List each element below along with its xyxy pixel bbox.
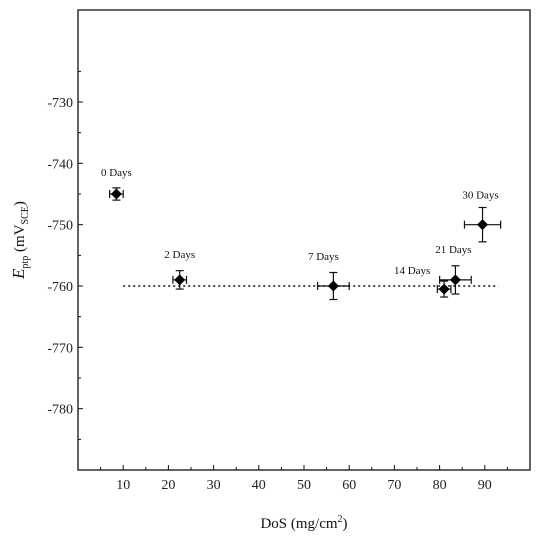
x-tick-label: 50: [297, 478, 311, 493]
x-tick-label: 60: [342, 478, 356, 493]
x-tick-label: 20: [161, 478, 175, 493]
x-axis: 10 20 30 40 50 60 70 80 90: [100, 465, 508, 493]
diamond-marker: [449, 274, 461, 286]
diamond-marker: [438, 283, 450, 295]
data-points: 0 Days 2 Days 7 Days 14 Days 21 Days 30 Days: [101, 167, 502, 301]
x-tick-label: 90: [478, 478, 492, 493]
data-point: 7 Days: [308, 251, 350, 301]
diamond-marker: [110, 188, 122, 200]
x-tick-label: 30: [207, 478, 221, 493]
data-point: 21 Days: [435, 244, 472, 295]
data-point: 2 Days: [164, 249, 195, 290]
x-tick-label: 10: [116, 478, 130, 493]
y-axis: -730 -740 -750 -760 -770 -780: [47, 70, 83, 440]
x-tick-label: 40: [252, 478, 266, 493]
point-label: 14 Days: [394, 265, 430, 277]
y-axis-title: Eptp (mVSCE): [9, 201, 31, 280]
data-point: 14 Days: [394, 265, 452, 298]
y-tick-label: -750: [47, 219, 73, 234]
point-label: 7 Days: [308, 251, 339, 263]
diamond-marker: [477, 219, 489, 231]
y-tick-label: -760: [47, 280, 73, 295]
y-tick-label: -780: [47, 403, 73, 418]
data-point: 0 Days: [101, 167, 132, 201]
x-tick-label: 70: [387, 478, 401, 493]
x-tick-label: 80: [433, 478, 447, 493]
point-label: 2 Days: [164, 249, 195, 261]
point-label: 30 Days: [462, 190, 498, 202]
point-label: 0 Days: [101, 167, 132, 179]
diamond-marker: [174, 274, 186, 286]
y-tick-label: -730: [47, 96, 73, 111]
y-tick-label: -740: [47, 157, 73, 172]
x-axis-title: DoS (mg/cm2): [260, 514, 347, 532]
point-label: 21 Days: [435, 244, 471, 256]
diamond-marker: [327, 280, 339, 292]
data-point: 30 Days: [462, 190, 502, 243]
y-tick-label: -770: [47, 341, 73, 356]
